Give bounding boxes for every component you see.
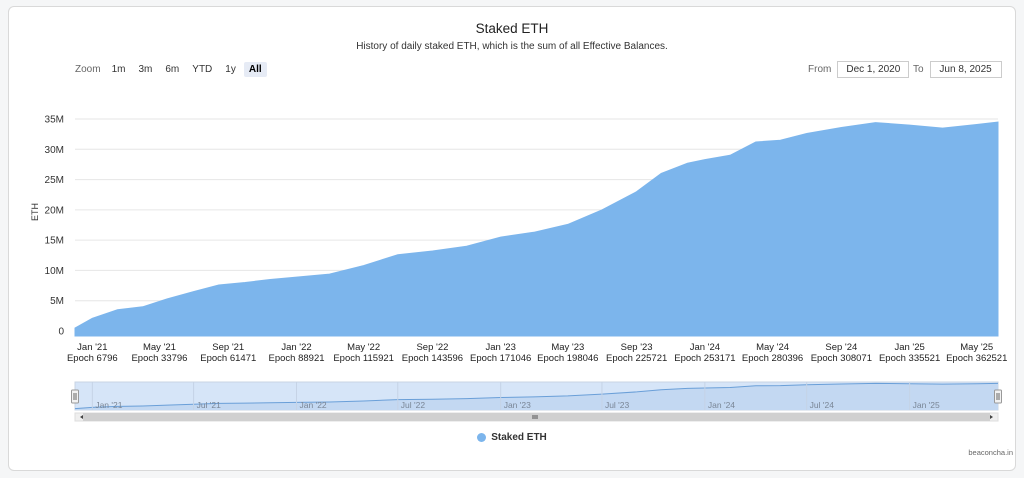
- navigator-label: Jan '23: [504, 400, 531, 410]
- x-tick-label: May '24: [756, 342, 789, 353]
- x-tick-epoch-label: Epoch 6796: [67, 353, 118, 364]
- zoom-all-button[interactable]: All: [243, 62, 267, 77]
- x-tick-epoch-label: Epoch 171046: [470, 353, 531, 364]
- scroll-left-arrow-icon[interactable]: [80, 415, 83, 419]
- x-tick-label: Jan '22: [281, 342, 311, 353]
- range-to: To Jun 8, 2025: [913, 61, 1002, 78]
- navigator-label: Jan '22: [300, 400, 327, 410]
- navigator-label: Jul '22: [401, 400, 426, 410]
- y-tick-label: 10M: [45, 266, 64, 277]
- range-to-input[interactable]: Jun 8, 2025: [929, 61, 1002, 78]
- x-tick-label: Sep '23: [621, 342, 653, 353]
- x-tick-label: Sep '21: [212, 342, 244, 353]
- x-tick-label: Jan '21: [77, 342, 107, 353]
- range-from-label: From: [808, 64, 832, 75]
- x-tick-epoch-label: Epoch 88921: [269, 353, 325, 364]
- navigator-left-handle[interactable]: [71, 389, 79, 404]
- x-tick-label: May '23: [551, 342, 584, 353]
- zoom-label: Zoom: [75, 64, 101, 75]
- y-tick-label: 35M: [45, 115, 64, 126]
- navigator[interactable]: Jan '21 Jul '21 Jan '22 Jul '22 Jan '23 Jul '…: [71, 381, 1002, 422]
- range-from: From Dec 1, 2020: [808, 61, 910, 78]
- x-tick-epoch-label: Epoch 253171: [674, 353, 735, 364]
- y-axis-label: ETH: [30, 203, 40, 221]
- scroll-right-arrow-icon[interactable]: [990, 415, 993, 419]
- x-tick-label: May '25: [960, 342, 993, 353]
- navigator-label: Jul '21: [197, 400, 222, 410]
- x-tick-epoch-label: Epoch 362521: [946, 353, 1007, 364]
- x-tick-label: Jan '23: [486, 342, 516, 353]
- range-from-input[interactable]: Dec 1, 2020: [837, 61, 910, 78]
- x-tick-epoch-label: Epoch 61471: [200, 353, 256, 364]
- zoom-controls: Zoom 1m 3m 6m YTD 1y All: [75, 62, 270, 77]
- y-tick-label: 15M: [45, 236, 64, 247]
- x-tick-epoch-label: Epoch 143596: [402, 353, 463, 364]
- navigator-label: Jul '23: [605, 400, 630, 410]
- x-tick-label: Jan '24: [690, 342, 720, 353]
- legend-marker: [477, 433, 487, 442]
- legend-label: Staked ETH: [491, 432, 547, 443]
- navigator-label: Jan '21: [95, 400, 122, 410]
- zoom-1y-button[interactable]: 1y: [225, 64, 236, 75]
- navigator-area: [75, 383, 998, 410]
- navigator-label: Jan '25: [913, 400, 940, 410]
- legend-item[interactable]: Staked ETH: [0, 432, 1024, 443]
- navigator-right-handle[interactable]: [994, 389, 1002, 404]
- y-tick-label: 5M: [50, 296, 64, 307]
- x-tick-label: Sep '22: [416, 342, 448, 353]
- y-tick-label: 30M: [45, 145, 64, 156]
- chart-subtitle: History of daily staked ETH, which is th…: [356, 41, 668, 52]
- zoom-6m-button[interactable]: 6m: [165, 64, 180, 75]
- y-tick-label: 0: [58, 327, 64, 338]
- navigator-line: [74, 382, 999, 410]
- credits-link[interactable]: beaconcha.in: [968, 448, 1013, 457]
- range-to-label: To: [913, 64, 924, 75]
- navigator-label: Jan '24: [708, 400, 735, 410]
- x-tick-label: May '22: [347, 342, 380, 353]
- y-tick-label: 25M: [45, 175, 64, 186]
- x-tick-label: Jan '25: [894, 342, 924, 353]
- x-tick-epoch-label: Epoch 280396: [742, 353, 803, 364]
- x-tick-label: May '21: [143, 342, 176, 353]
- x-tick-label: Sep '24: [825, 342, 857, 353]
- staked-eth-area[interactable]: [74, 121, 999, 337]
- x-tick-epoch-label: Epoch 115921: [333, 353, 394, 364]
- zoom-3m-button[interactable]: 3m: [138, 64, 153, 75]
- y-tick-label: 20M: [45, 205, 64, 216]
- zoom-ytd-button[interactable]: YTD: [192, 64, 213, 75]
- x-tick-epoch-label: Epoch 198046: [537, 353, 598, 364]
- navigator-label: Jul '24: [810, 400, 835, 410]
- x-tick-epoch-label: Epoch 308071: [811, 353, 872, 364]
- x-tick-epoch-label: Epoch 225721: [606, 353, 667, 364]
- chart-title: Staked ETH: [475, 21, 549, 36]
- zoom-1m-button[interactable]: 1m: [111, 64, 126, 75]
- x-tick-epoch-label: Epoch 335521: [879, 353, 940, 364]
- x-tick-epoch-label: Epoch 33796: [131, 353, 187, 364]
